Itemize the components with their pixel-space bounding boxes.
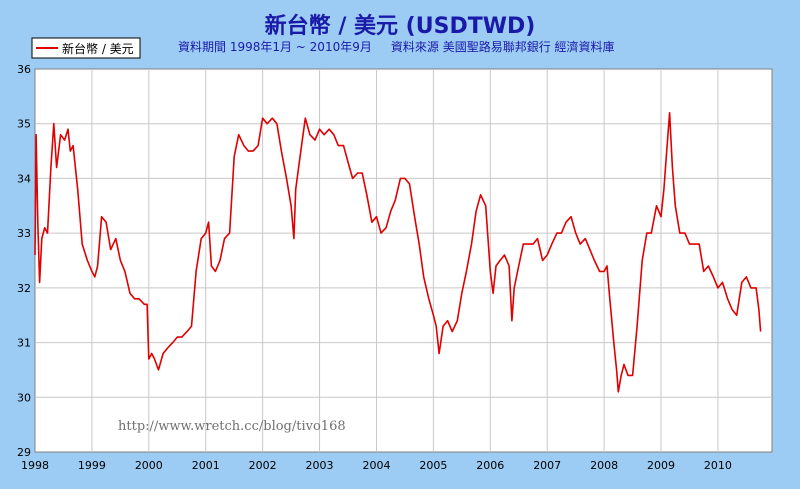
legend: 新台幣 / 美元 [31, 37, 141, 59]
x-tick-label: 2006 [476, 459, 504, 472]
chart-subtitle: 資料期間 1998年1月 ~ 2010年9月 資料來源 美國聖路易聯邦銀行 經濟… [178, 40, 615, 54]
x-tick-label: 2003 [306, 459, 334, 472]
y-axis-ticks: 29 30 31 32 33 34 35 36 [17, 63, 31, 459]
x-tick-label: 1998 [21, 459, 49, 472]
y-tick-label: 30 [17, 391, 31, 404]
x-tick-label: 1999 [78, 459, 106, 472]
chart-title: 新台幣 / 美元 (USDTWD) [264, 14, 536, 39]
x-axis-ticks: 1998 1999 2000 2001 2002 2003 2004 2005 2006 2007… [21, 459, 732, 472]
y-tick-label: 31 [17, 337, 31, 350]
y-tick-label: 36 [17, 63, 31, 76]
y-tick-label: 29 [17, 446, 31, 459]
x-tick-label: 2000 [135, 459, 163, 472]
watermark-text: http://www.wretch.cc/blog/tivo168 [118, 419, 346, 434]
x-tick-label: 2004 [362, 459, 390, 472]
x-tick-label: 2009 [647, 459, 675, 472]
x-tick-label: 2002 [249, 459, 277, 472]
legend-label: 新台幣 / 美元 [62, 41, 134, 56]
x-tick-label: 2005 [419, 459, 447, 472]
y-tick-label: 32 [17, 282, 31, 295]
grid-lines [35, 69, 772, 452]
x-tick-label: 2010 [704, 459, 732, 472]
x-tick-label: 2008 [590, 459, 618, 472]
y-tick-label: 33 [17, 227, 31, 240]
legend-box [31, 37, 141, 59]
x-tick-label: 2007 [533, 459, 561, 472]
y-tick-label: 35 [17, 118, 31, 131]
plot-area [34, 68, 773, 453]
series-line-usdtwd [34, 112, 762, 393]
x-tick-label: 2001 [192, 459, 220, 472]
y-tick-label: 34 [17, 172, 31, 185]
